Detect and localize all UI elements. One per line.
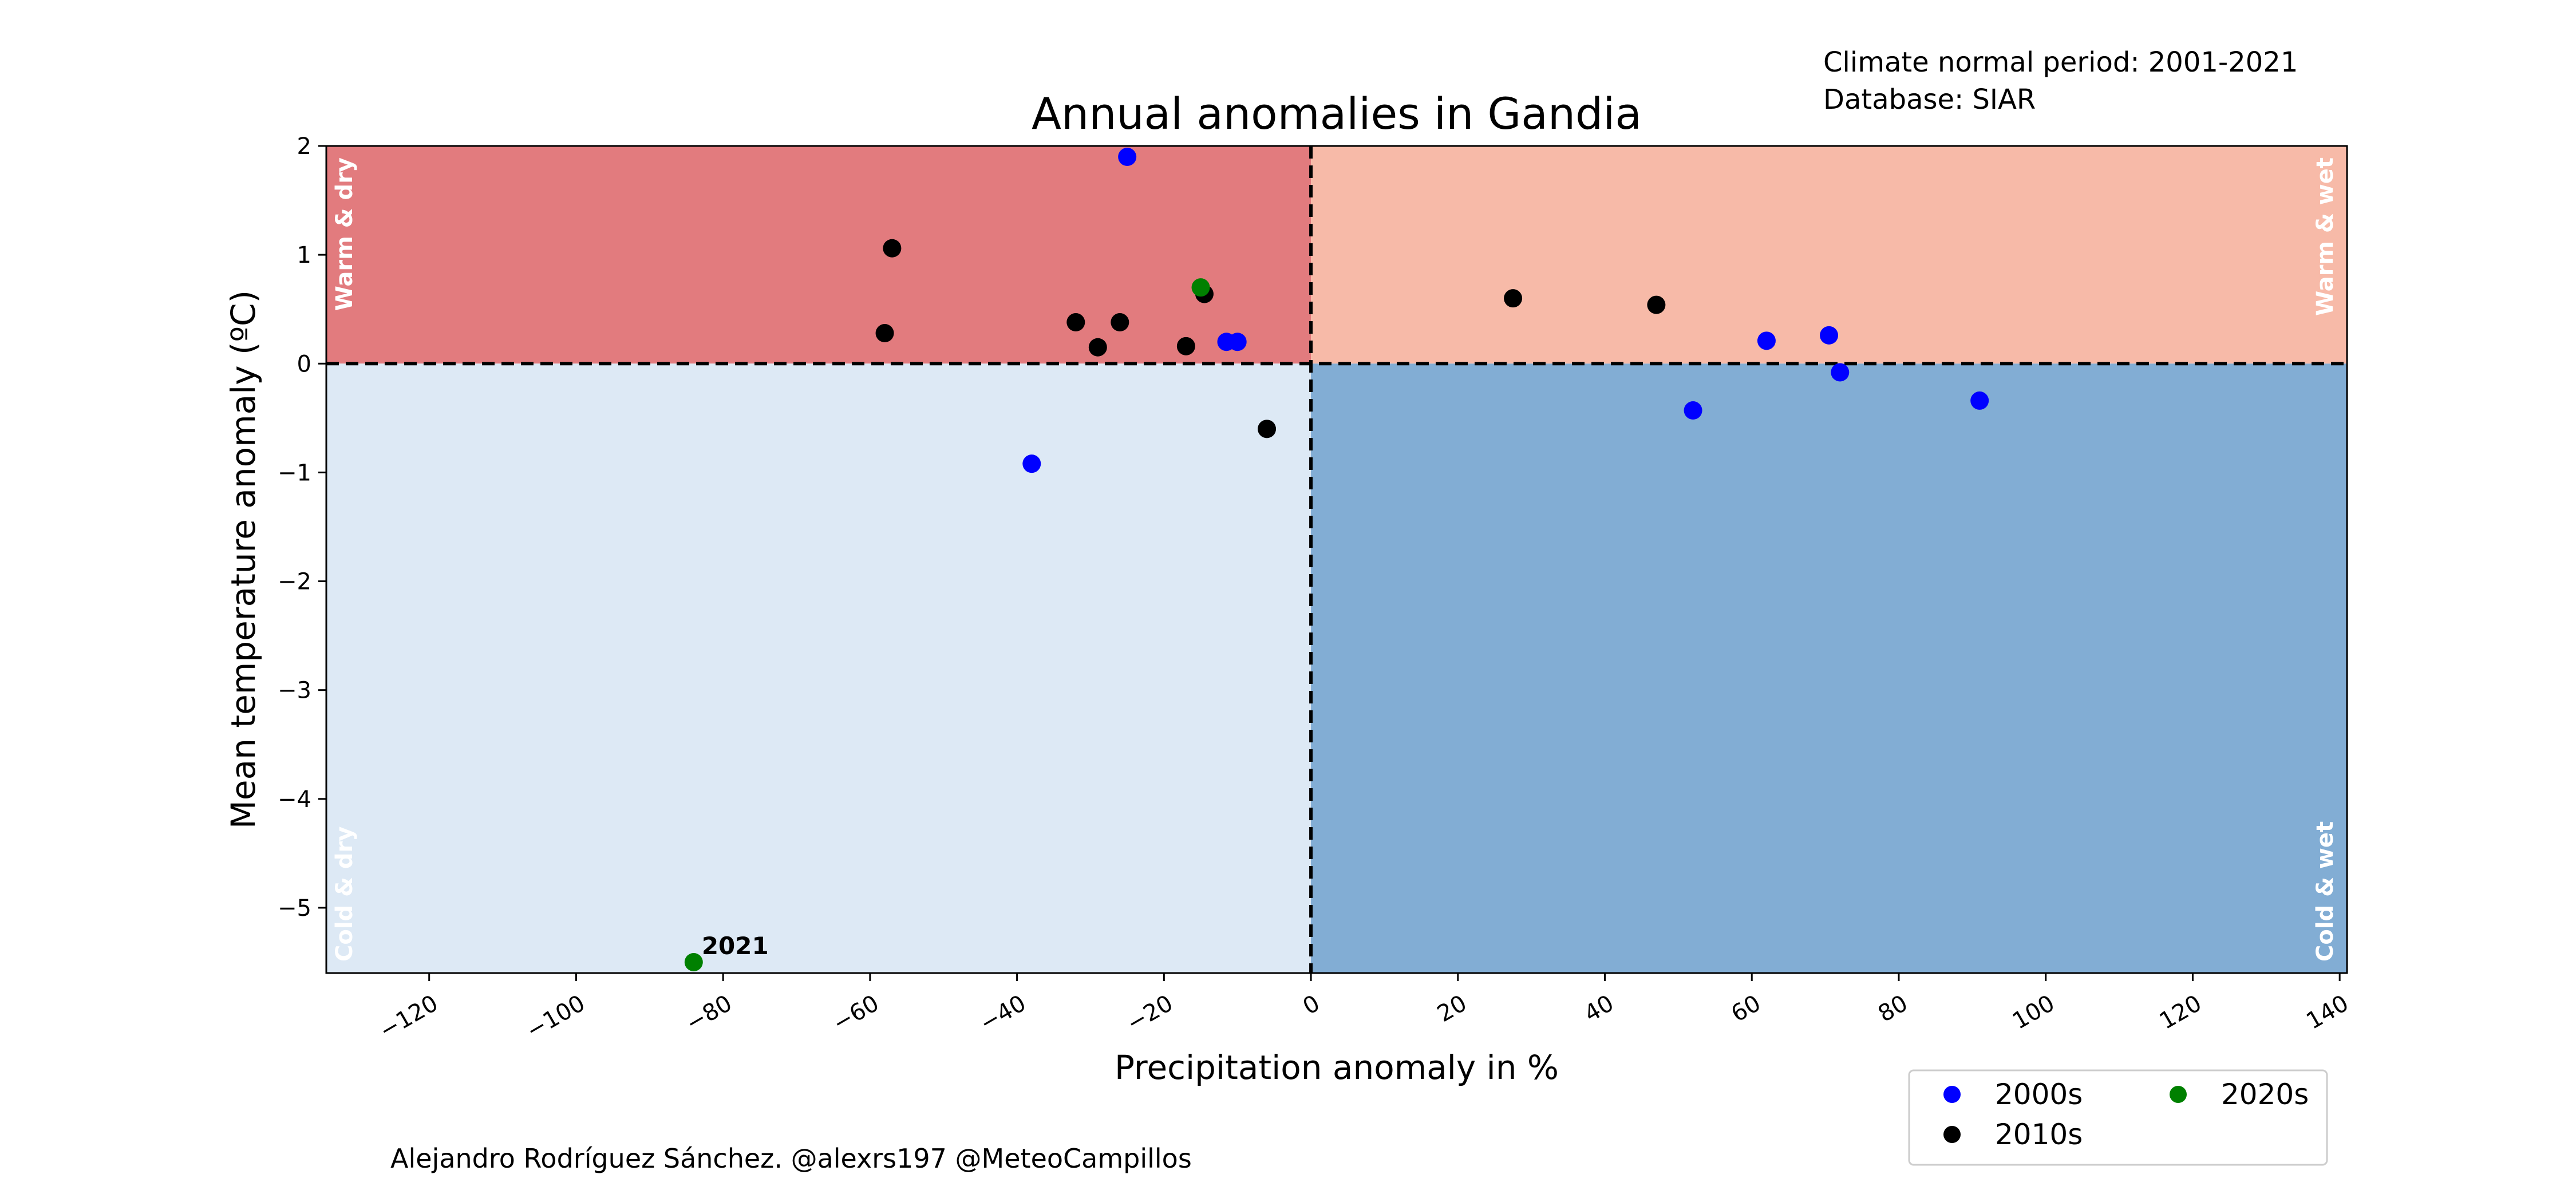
- x-tick-label-5: −20: [1123, 990, 1178, 1037]
- x-tick-label-12: 120: [2155, 990, 2206, 1035]
- point-2000s-1: [1022, 454, 1041, 473]
- point-2010s-1: [875, 324, 894, 343]
- x-tick-label-4: −40: [975, 990, 1030, 1037]
- legend-marker-2010s: [1943, 1126, 1961, 1143]
- point-2010s-3: [1088, 338, 1107, 357]
- data-points: [684, 148, 1989, 971]
- x-tick-label-3: −60: [828, 990, 883, 1037]
- legend-label-2000s: 2000s: [1995, 1078, 2083, 1111]
- y-tick-label-7: −5: [278, 895, 311, 922]
- legend-label-2020s: 2020s: [2221, 1078, 2309, 1111]
- point-2000s-4: [1684, 401, 1702, 420]
- x-tick-label-0: −120: [375, 990, 442, 1045]
- y-tick-label-0: 2: [297, 133, 311, 160]
- y-tick-label-5: −3: [278, 678, 311, 704]
- point-2000s-5: [1757, 331, 1776, 350]
- y-tick-label-3: −1: [278, 460, 311, 486]
- x-tick-label-7: 20: [1433, 990, 1471, 1027]
- point-2000s-8: [1970, 391, 1989, 410]
- quadrant-warm-dry: [326, 146, 1311, 364]
- point-2010s-4: [1111, 313, 1129, 332]
- x-tick-label-13: 140: [2302, 990, 2353, 1035]
- legend-marker-2000s: [1943, 1086, 1961, 1103]
- x-tick-label-9: 60: [1727, 990, 1765, 1027]
- quadrant-label-warm-wet: Warm & wet: [2312, 157, 2338, 316]
- y-tick-label-1: 1: [297, 242, 311, 268]
- legend-marker-2020s: [2170, 1086, 2187, 1103]
- database-text: Database: SIAR: [1823, 84, 2036, 116]
- point-2020s-1: [684, 952, 703, 971]
- x-tick-label-6: 0: [1298, 990, 1324, 1021]
- legend: 2000s 2010s 2020s: [1908, 1069, 2328, 1166]
- point-2000s-0: [1118, 148, 1137, 167]
- x-axis-ticks: −120 −100 −80 −60 −40 −20 0 20 40 60 80 100 120 140: [375, 973, 2353, 1045]
- quadrant-label-warm-dry: Warm & dry: [331, 157, 358, 311]
- point-2000s-6: [1820, 326, 1839, 345]
- point-2010s-7: [1258, 420, 1277, 438]
- chart-title: Annual anomalies in Gandia: [1032, 88, 1642, 139]
- point-2000s-7: [1831, 363, 1850, 382]
- x-tick-label-11: 100: [2008, 990, 2059, 1035]
- y-tick-label-4: −2: [278, 569, 311, 595]
- point-2010s-0: [883, 239, 902, 258]
- plot-frame: [325, 145, 2348, 974]
- point-2010s-5: [1176, 337, 1195, 355]
- legend-label-2010s: 2010s: [1995, 1118, 2083, 1151]
- point-2000s-3: [1228, 333, 1247, 351]
- legend-box: [1908, 1069, 2328, 1166]
- climate-normal-period-text: Climate normal period: 2001-2021: [1823, 46, 2298, 78]
- annotation-2021: 2021: [702, 932, 769, 960]
- quadrant-label-cold-dry: Cold & dry: [331, 827, 358, 962]
- x-tick-label-1: −100: [522, 990, 590, 1045]
- y-axis-ticks: 2 1 0 −1 −2 −3 −4 −5: [278, 133, 326, 922]
- point-2010s-2: [1066, 313, 1085, 332]
- x-tick-label-10: 80: [1874, 990, 1912, 1027]
- x-tick-label-2: −80: [681, 990, 736, 1037]
- author-credit: Alejandro Rodríguez Sánchez. @alexrs197 …: [390, 1143, 1192, 1174]
- x-axis-label: Precipitation anomaly in %: [1115, 1048, 1559, 1087]
- point-2010s-9: [1647, 295, 1666, 314]
- point-2020s-0: [1191, 278, 1210, 297]
- point-2010s-8: [1504, 289, 1523, 308]
- y-axis-label: Mean temperature anomaly (ºC): [224, 290, 263, 829]
- quadrant-cold-wet: [1311, 363, 2347, 973]
- quadrant-backgrounds: [326, 146, 2347, 973]
- y-tick-label-2: 0: [297, 351, 311, 377]
- quadrant-label-cold-wet: Cold & wet: [2312, 821, 2338, 962]
- quadrant-cold-dry: [326, 363, 1311, 973]
- x-tick-label-8: 40: [1580, 990, 1618, 1027]
- y-tick-label-6: −4: [278, 786, 311, 813]
